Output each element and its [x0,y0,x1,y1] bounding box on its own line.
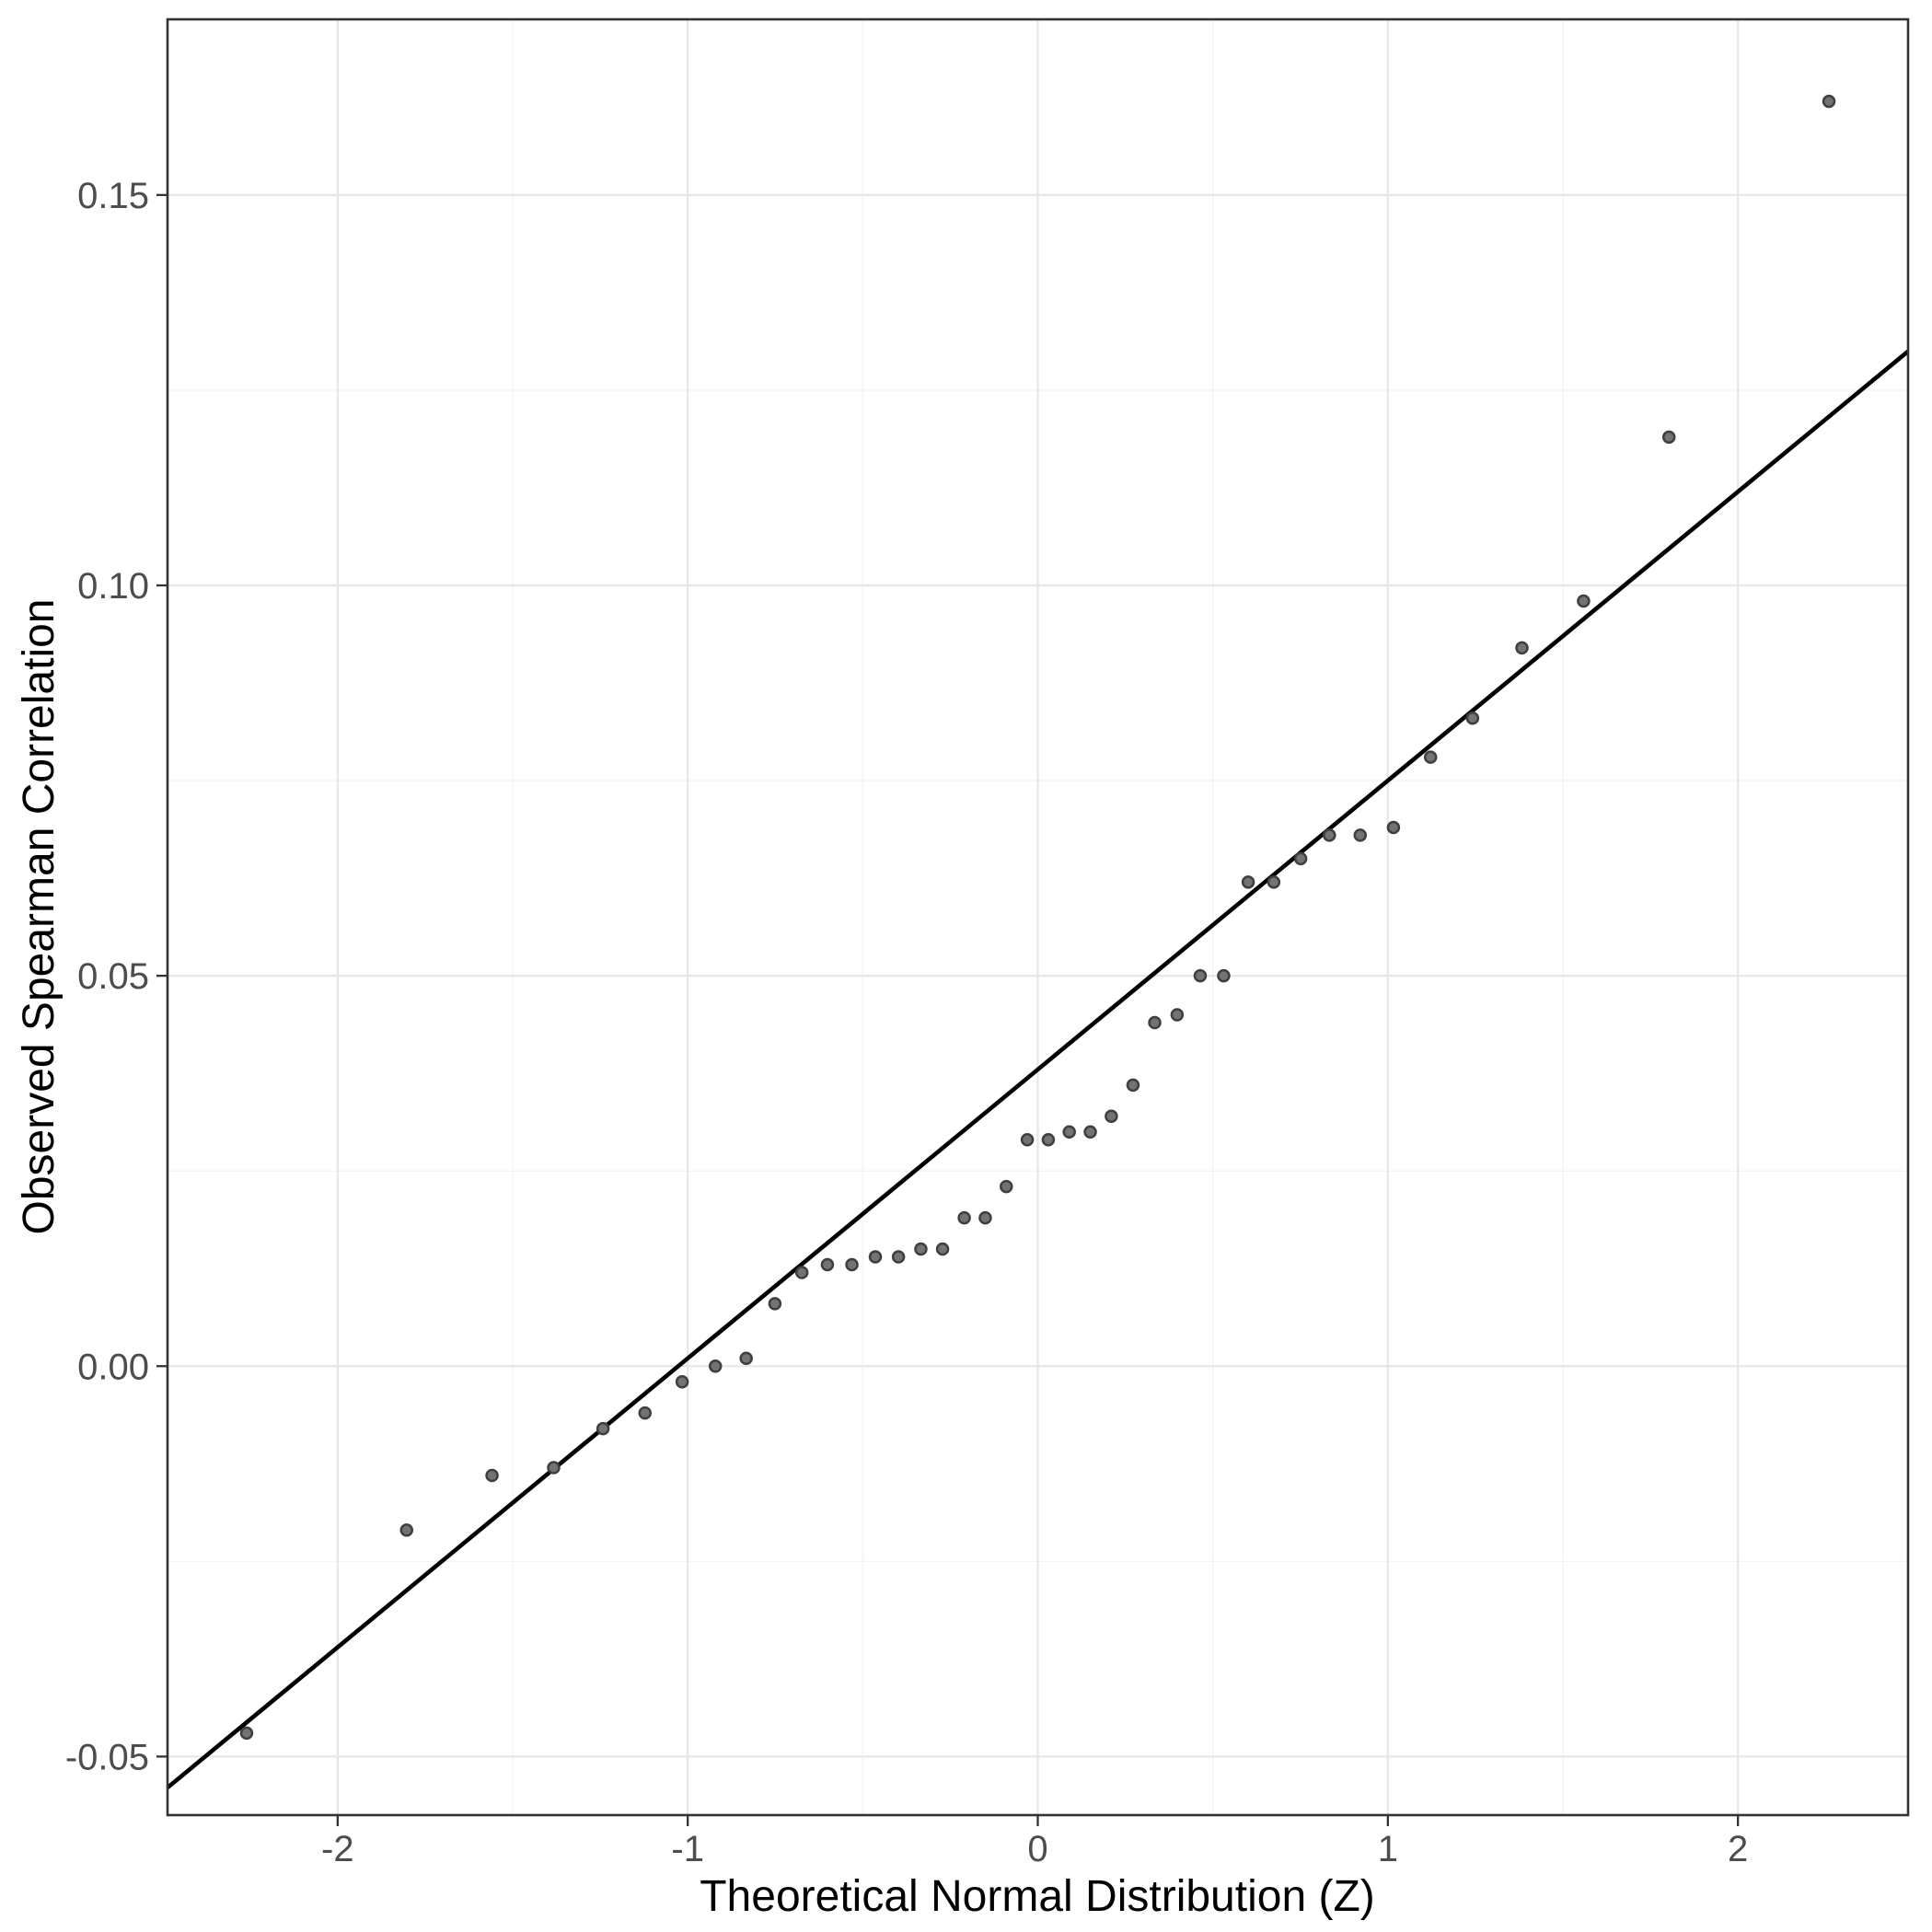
y-axis-title: Observed Spearman Correlation [15,598,64,1234]
x-tick-label: -2 [321,1829,354,1869]
y-axis-tick-labels: 0.15 0.10 0.05 0.00 -0.05 [65,176,149,1778]
reference-line [166,349,1910,1789]
y-tick-label: 0.00 [77,1347,149,1387]
data-point [914,1242,928,1256]
data-point [1062,1125,1076,1140]
data-point [1293,851,1308,866]
data-point [768,1297,782,1311]
data-point [485,1468,499,1483]
data-point [1105,1109,1118,1124]
data-point [239,1726,254,1741]
y-tick-label: -0.05 [65,1737,149,1777]
data-point [1577,594,1591,608]
y-tick-label: 0.10 [77,566,149,607]
data-point [1241,875,1255,889]
data-point [1661,430,1676,445]
y-axis-ticks [156,193,168,1758]
data-point [1822,94,1836,109]
data-point [1423,750,1438,764]
data-point [1515,641,1529,655]
data-points [239,94,1836,1741]
data-point [1170,1008,1185,1022]
data-point [845,1257,859,1272]
data-point [1083,1125,1097,1140]
data-point [1386,820,1401,835]
data-point [1267,875,1281,889]
data-point [820,1257,835,1272]
data-point [675,1374,689,1389]
x-tick-label: 0 [1027,1829,1047,1869]
x-axis-ticks [336,1815,1740,1826]
data-point [1217,968,1231,983]
data-point [1020,1133,1035,1147]
data-point [1323,828,1336,842]
x-axis-title: Theoretical Normal Distribution (Z) [700,1872,1375,1921]
data-point [957,1210,971,1225]
data-point [868,1250,883,1264]
y-tick-label: 0.15 [77,176,149,216]
y-tick-label: 0.05 [77,956,149,997]
data-point [596,1421,610,1436]
data-point [1126,1078,1140,1093]
data-point [638,1406,653,1420]
x-tick-label: 1 [1378,1829,1398,1869]
data-point [708,1359,723,1373]
data-point [891,1250,906,1264]
data-point [547,1461,561,1475]
data-point [935,1242,950,1256]
data-point [1465,711,1480,725]
x-tick-label: -1 [671,1829,704,1869]
data-point [1193,968,1208,983]
data-point [739,1351,753,1366]
x-tick-label: 2 [1728,1829,1748,1869]
data-point [1148,1015,1162,1030]
data-point [794,1266,809,1279]
data-point [1041,1133,1056,1147]
data-point [399,1523,414,1537]
x-axis-tick-labels: -2 -1 0 1 2 [321,1829,1748,1869]
data-point [978,1210,992,1225]
data-point [1353,828,1368,842]
major-gridlines [168,19,1908,1815]
data-point [1000,1179,1013,1194]
